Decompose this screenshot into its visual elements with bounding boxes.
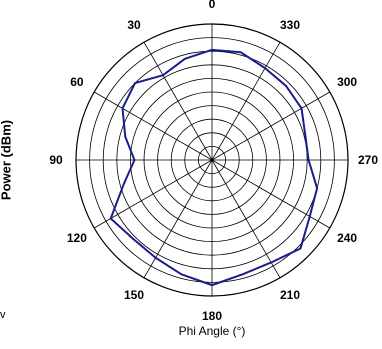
angle-tick-label: 30 xyxy=(127,18,141,32)
data-point xyxy=(308,215,311,218)
data-point xyxy=(285,85,287,87)
data-point xyxy=(270,261,272,264)
data-point xyxy=(307,159,310,161)
data-point xyxy=(109,217,112,220)
grid-spoke xyxy=(211,42,281,161)
angle-tick-label: 270 xyxy=(358,153,378,167)
data-point xyxy=(123,182,125,185)
data-point xyxy=(304,134,307,136)
angle-tick-label: 180 xyxy=(202,309,222,323)
data-point xyxy=(299,247,302,250)
data-point xyxy=(316,187,318,189)
x-axis-label: Phi Angle (°) xyxy=(178,324,246,338)
grid-spoke xyxy=(211,91,330,161)
data-point xyxy=(180,273,183,276)
data-point xyxy=(124,135,127,138)
angle-tick-label: 210 xyxy=(280,288,300,302)
angle-tick-label: 90 xyxy=(49,153,63,167)
data-point xyxy=(264,67,266,69)
corner-mark: v xyxy=(0,309,6,321)
data-point xyxy=(133,159,136,161)
y-axis-label: Power (dBm) xyxy=(0,119,14,201)
data-point xyxy=(241,273,244,276)
grid-spoke xyxy=(94,91,213,161)
data-point xyxy=(134,82,136,84)
angle-tick-label: 240 xyxy=(337,231,357,245)
grid-spoke xyxy=(94,159,213,229)
angle-tick-label: 330 xyxy=(280,18,300,32)
data-series-line xyxy=(109,48,319,287)
angle-tick-label: 60 xyxy=(70,75,84,89)
angle-tick-label: 0 xyxy=(209,0,216,11)
data-point xyxy=(121,107,124,110)
data-point xyxy=(300,107,303,110)
grid-spoke xyxy=(211,159,281,278)
angle-tick-label: 150 xyxy=(124,288,144,302)
angle-tick-label: 120 xyxy=(67,231,87,245)
data-point xyxy=(184,58,186,60)
grid-spoke xyxy=(143,42,213,161)
data-point xyxy=(162,74,164,76)
grid-spoke xyxy=(143,159,213,278)
angle-tick-label: 300 xyxy=(337,75,357,89)
data-point xyxy=(211,49,213,51)
data-point xyxy=(240,51,242,54)
data-point xyxy=(154,256,157,259)
data-point xyxy=(132,238,134,240)
data-point xyxy=(211,284,213,286)
